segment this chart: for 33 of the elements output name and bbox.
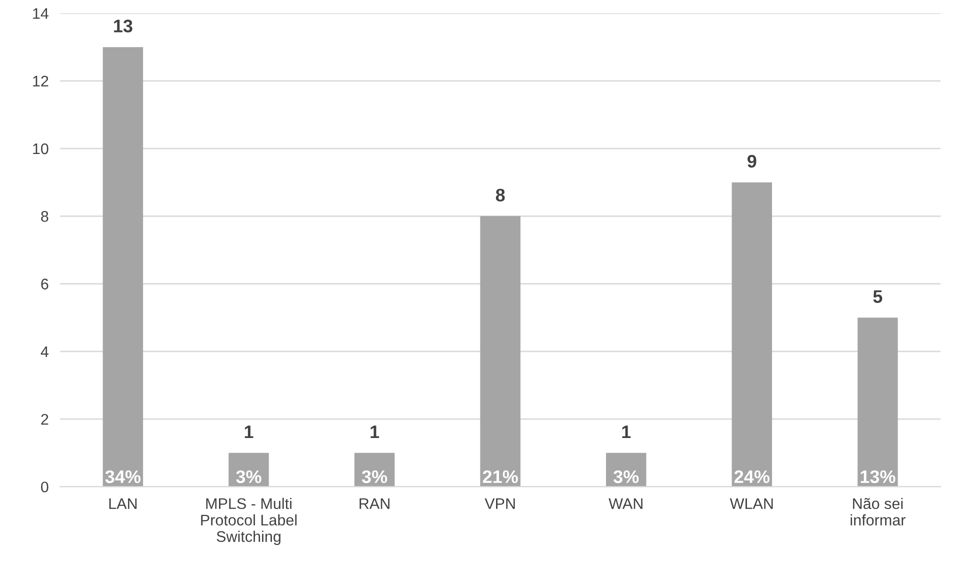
bar xyxy=(858,318,898,487)
annotation: 3% xyxy=(236,470,262,484)
annotation: 3% xyxy=(362,470,388,484)
annotation: 13% xyxy=(860,470,896,484)
annotation: 21% xyxy=(482,470,518,484)
y-tick-label: 0 xyxy=(41,482,48,492)
x-tick-label: VPN xyxy=(484,498,515,509)
x-tick-label: RAN xyxy=(360,498,390,509)
x-tick-label: Não sei informar xyxy=(850,498,906,526)
annotation: 3% xyxy=(613,470,639,484)
data-label: 9 xyxy=(748,154,756,168)
y-tick-label: 10 xyxy=(33,143,48,154)
x-tick-label: WAN xyxy=(608,498,642,509)
x-tick-label: LAN xyxy=(109,498,137,509)
y-tick-label: 2 xyxy=(41,414,48,425)
bar xyxy=(102,47,144,487)
y-tick-label: 6 xyxy=(41,278,48,290)
x-tick-label: WLAN xyxy=(730,498,773,509)
y-tick-label: 8 xyxy=(41,211,48,222)
data-label: 13 xyxy=(114,20,132,32)
data-label: 1 xyxy=(622,426,631,438)
y-tick-label: 4 xyxy=(40,346,48,357)
annotation: 24% xyxy=(734,470,770,484)
bar xyxy=(732,182,772,487)
data-label: 1 xyxy=(244,426,254,438)
data-label: 1 xyxy=(370,426,380,438)
bar xyxy=(480,216,520,487)
y-tick-label: 14 xyxy=(33,8,48,19)
data-label: 5 xyxy=(873,290,882,303)
annotation: 34% xyxy=(105,470,141,484)
data-label: 8 xyxy=(496,188,505,202)
y-tick-label: 12 xyxy=(33,76,48,86)
x-tick-label: MPLS - Multi Protocol Label Switching xyxy=(201,498,297,545)
